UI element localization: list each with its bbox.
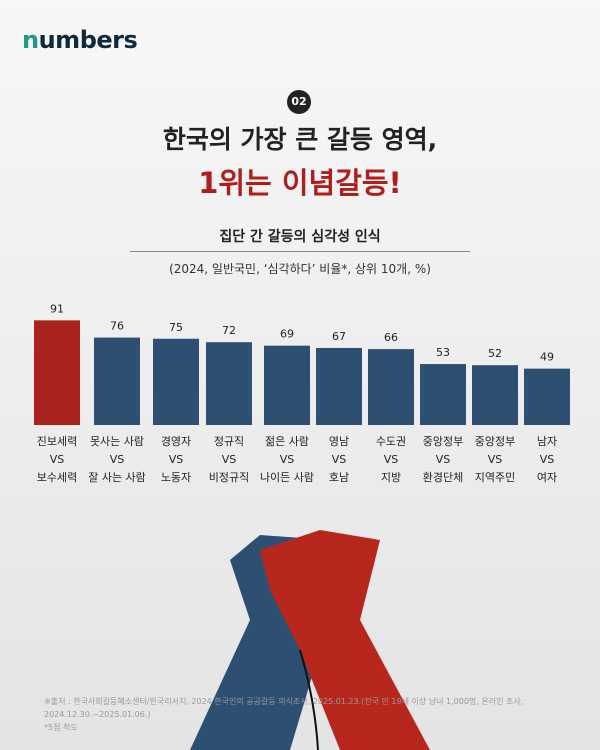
bar (472, 365, 518, 425)
category-label: 노동자 (161, 471, 191, 484)
data-label: 53 (436, 346, 450, 359)
handshake-illustration (190, 530, 430, 750)
category-label: 잘 사는 사람 (88, 471, 146, 484)
category-label: VS (384, 453, 399, 466)
category-label: VS (169, 453, 184, 466)
category-label: 정규직 (214, 435, 244, 448)
source-line2: 2024.12.30.~2025.01.06.) (44, 710, 151, 719)
brand-logo: nnumbersumbers (22, 26, 138, 54)
category-label: 남자 (537, 435, 557, 448)
data-label: 67 (332, 330, 346, 343)
data-label: 49 (540, 351, 554, 364)
data-label: 76 (110, 320, 124, 333)
category-label: 경영자 (161, 435, 191, 448)
data-label: 75 (169, 321, 183, 334)
category-label: 환경단체 (423, 471, 463, 484)
bar (206, 342, 252, 425)
category-label: 지역주민 (475, 471, 515, 484)
chart-title: 집단 간 갈등의 심각성 인식 (219, 229, 381, 245)
bar (316, 347, 362, 425)
category-label: 호남 (329, 471, 349, 484)
bar (420, 364, 466, 425)
category-label: VS (50, 453, 65, 466)
bar-chart: 91 진보세력 VS 보수세력 76 못사는 사람 VS 잘 사는 사람 75 경영자 VS 노동자 7… (34, 302, 570, 484)
bar (524, 368, 570, 425)
category-label: 중앙정부 (475, 435, 515, 448)
category-label: 중앙정부 (423, 435, 463, 448)
category-label: 수도권 (376, 435, 406, 448)
category-label: VS (332, 453, 347, 466)
source-line1: ※출처 : 한국사회갈등해소센터/한국리서치, 2024 한국인의 공공갈등 의… (44, 697, 524, 706)
data-label: 69 (280, 328, 294, 341)
category-label: VS (540, 453, 555, 466)
bar (94, 337, 140, 425)
bar (34, 320, 80, 425)
title-line2: 1위는 이념갈등! (198, 166, 402, 200)
category-label: 영남 (329, 435, 349, 448)
category-label: 못사는 사람 (90, 435, 144, 448)
data-label: 66 (384, 331, 398, 344)
category-label: 나이든 사람 (260, 471, 314, 484)
category-label: VS (436, 453, 451, 466)
category-label: 지방 (381, 471, 401, 484)
data-label: 72 (222, 324, 236, 337)
title-line1: 한국의 가장 큰 갈등 영역, (162, 125, 438, 154)
category-label: 젊은 사람 (265, 435, 309, 448)
category-label: VS (222, 453, 237, 466)
category-label: VS (488, 453, 503, 466)
bar (153, 338, 199, 425)
bar (264, 345, 310, 425)
source-note: ※출처 : 한국사회갈등해소센터/한국리서치, 2024 한국인의 공공갈등 의… (44, 695, 564, 734)
category-label: VS (110, 453, 125, 466)
data-label: 52 (488, 347, 502, 360)
section-badge: 02 (287, 90, 311, 114)
bar (368, 349, 414, 425)
category-label: 진보세력 (37, 435, 77, 448)
category-label: VS (280, 453, 295, 466)
category-label: 여자 (537, 471, 557, 484)
data-label: 91 (50, 302, 64, 315)
title-divider (130, 251, 470, 252)
category-label: 비정규직 (209, 471, 249, 484)
category-label: 보수세력 (37, 471, 77, 484)
chart-subtitle: (2024, 일반국민, ‘심각하다’ 비율*, 상위 10개, %) (169, 262, 431, 276)
footnote: *5점 척도 (44, 723, 78, 732)
